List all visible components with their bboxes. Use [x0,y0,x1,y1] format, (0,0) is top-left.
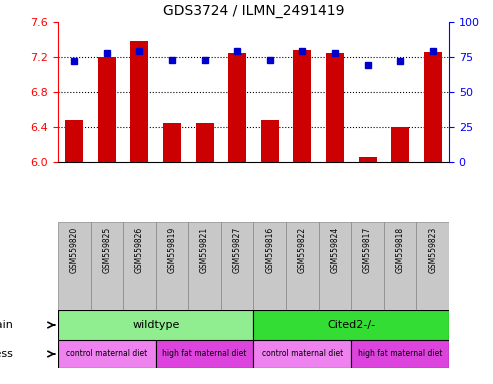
Text: high fat maternal diet: high fat maternal diet [162,349,247,359]
Text: GSM559826: GSM559826 [135,227,144,273]
Bar [261,120,279,162]
Text: wildtype: wildtype [132,320,179,330]
Text: strain: strain [0,320,14,330]
Bar [163,124,181,162]
Bar [156,222,188,310]
Bar [318,222,351,310]
Text: GSM559827: GSM559827 [233,227,242,273]
Bar [253,222,286,310]
Bar [131,41,148,162]
Title: GDS3724 / ILMN_2491419: GDS3724 / ILMN_2491419 [163,4,344,18]
Text: stress: stress [0,349,14,359]
Bar [293,50,312,162]
Text: Cited2-/-: Cited2-/- [327,320,375,330]
Bar [384,222,417,310]
Bar [417,222,449,310]
Text: high fat maternal diet: high fat maternal diet [358,349,442,359]
Text: GSM559824: GSM559824 [330,227,340,273]
Bar [221,222,253,310]
Bar [253,310,449,340]
Text: GSM559820: GSM559820 [70,227,79,273]
Text: GSM559818: GSM559818 [395,227,405,273]
Bar [98,57,116,162]
Bar [351,222,384,310]
Bar [66,120,83,162]
Bar [58,310,253,340]
Bar [424,52,442,162]
Bar [123,222,156,310]
Text: GSM559816: GSM559816 [265,227,274,273]
Bar [196,122,213,162]
Bar [188,222,221,310]
Text: GSM559821: GSM559821 [200,227,209,273]
Text: control maternal diet: control maternal diet [66,349,147,359]
Bar [391,127,409,162]
Text: GSM559825: GSM559825 [103,227,111,273]
Bar [58,222,91,310]
Bar [351,340,449,368]
Text: GSM559819: GSM559819 [168,227,176,273]
Bar [286,222,318,310]
Bar [253,340,351,368]
Bar [58,340,156,368]
Bar [228,53,246,162]
Bar [91,222,123,310]
Bar [156,340,253,368]
Text: GSM559822: GSM559822 [298,227,307,273]
Text: GSM559823: GSM559823 [428,227,437,273]
Bar [326,53,344,162]
Bar [358,157,377,162]
Text: GSM559817: GSM559817 [363,227,372,273]
Text: control maternal diet: control maternal diet [262,349,343,359]
